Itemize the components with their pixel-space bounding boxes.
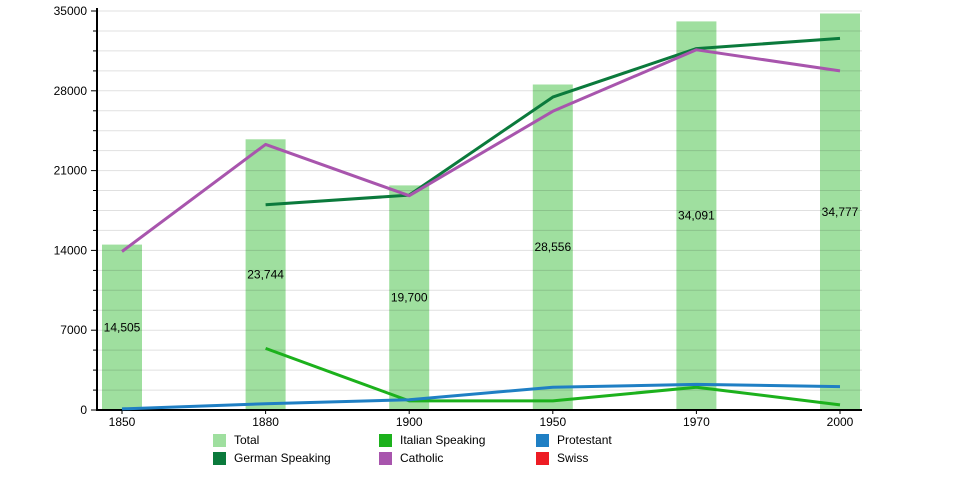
legend-label: Catholic: [400, 451, 444, 465]
legend-item-german-speaking: German Speaking: [213, 449, 379, 467]
total-bar-1950: [532, 84, 573, 410]
legend-label: German Speaking: [234, 451, 331, 465]
total-bar-1900: [389, 185, 430, 410]
legend-label: Protestant: [557, 433, 612, 447]
legend-item-total: Total: [213, 431, 379, 449]
line-protestant: [121, 382, 841, 411]
legend-swatch-catholic: [379, 451, 392, 465]
bar-value-label-1950: 28,556: [534, 240, 571, 254]
legend-item-protestant: Protestant: [536, 431, 612, 449]
y-axis-label: 28000: [54, 84, 88, 98]
line-german-speaking: [265, 36, 841, 207]
total-bar-2000: [820, 13, 860, 410]
line-catholic: [121, 48, 841, 253]
legend-label: Italian Speaking: [400, 433, 486, 447]
legend-swatch-total: [213, 433, 226, 447]
y-axis-label: 7000: [60, 323, 87, 337]
bar-value-label-1850: 14,505: [104, 320, 141, 334]
bar-value-label-1880: 23,744: [247, 268, 284, 282]
total-bar-1850: [102, 244, 142, 410]
line-italian-speaking: [265, 346, 841, 407]
x-axis-label: 1950: [539, 415, 566, 429]
x-axis-label: 1900: [396, 415, 423, 429]
legend-swatch-german-speaking: [213, 451, 226, 465]
y-axis-label: 14000: [54, 243, 88, 257]
legend-swatch-protestant: [536, 433, 549, 447]
legend-label: Swiss: [557, 451, 589, 465]
legend-swatch-swiss: [536, 451, 549, 465]
legend-label: Total: [234, 433, 260, 447]
legend-swatch-italian-speaking: [379, 433, 392, 447]
legend-item-swiss: Swiss: [536, 449, 612, 467]
legend-item-italian-speaking: Italian Speaking: [379, 431, 536, 449]
legend-item-catholic: Catholic: [379, 449, 536, 467]
y-axis-label: 0: [80, 403, 87, 417]
x-axis-label: 1850: [109, 415, 136, 429]
bar-value-label-2000: 34,777: [822, 205, 859, 219]
y-axis-label: 21000: [54, 164, 88, 178]
x-axis-label: 1880: [252, 415, 279, 429]
x-axis-label: 1970: [683, 415, 710, 429]
chart-legend: Total German Speaking Italian Speaking Cath…: [213, 431, 612, 467]
y-axis-label: 35000: [54, 4, 88, 18]
bar-value-label-1900: 19,700: [391, 291, 428, 305]
x-axis-label: 2000: [827, 415, 854, 429]
total-bar-1880: [245, 139, 286, 411]
bar-value-label-1970: 34,091: [678, 209, 715, 223]
total-bar-1970: [676, 21, 717, 411]
